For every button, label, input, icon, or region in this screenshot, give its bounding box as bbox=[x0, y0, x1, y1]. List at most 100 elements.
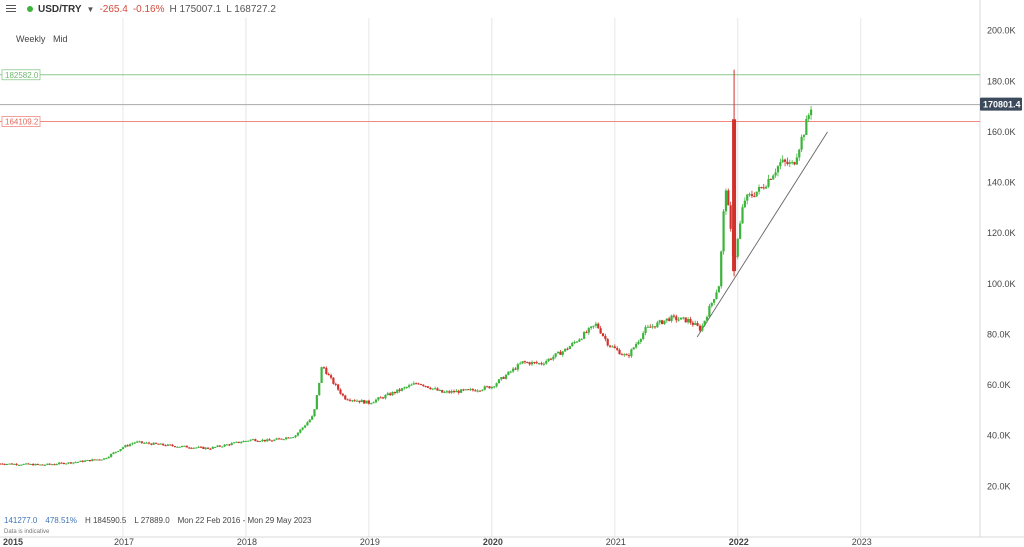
candle-up bbox=[516, 364, 519, 370]
candle-up bbox=[86, 459, 89, 461]
candle-down bbox=[173, 446, 177, 448]
candle-up bbox=[211, 446, 214, 449]
candle-up bbox=[694, 323, 697, 325]
candle-up bbox=[405, 387, 408, 389]
candle-up bbox=[713, 299, 716, 303]
disclaimer-note: Data is indicative bbox=[4, 529, 50, 535]
candle-up bbox=[802, 134, 806, 137]
candle-up bbox=[788, 162, 791, 164]
candle-up bbox=[110, 453, 113, 457]
candle-up bbox=[512, 368, 515, 372]
candle-down bbox=[334, 383, 337, 385]
candle-down bbox=[608, 345, 612, 347]
candle-down bbox=[689, 319, 692, 323]
candle-down bbox=[287, 437, 290, 439]
chevron-down-icon[interactable]: ▼ bbox=[86, 4, 95, 14]
candle-up bbox=[632, 347, 635, 350]
candle-up bbox=[493, 386, 496, 388]
chart-header: USD/TRY ▼ -265.4 -0.16% H 175007.1 L 168… bbox=[0, 0, 980, 18]
candle-down bbox=[15, 463, 18, 465]
range-info: 141277.0 478.51% H 184590.5 L 27889.0 Mo… bbox=[4, 516, 312, 525]
candle-up bbox=[670, 315, 673, 321]
candle-down bbox=[190, 447, 193, 449]
candle-up bbox=[247, 440, 250, 442]
current-price-label: 170801.4 bbox=[983, 100, 1021, 110]
candle-down bbox=[783, 159, 787, 162]
candle-down bbox=[154, 442, 158, 444]
candle-up bbox=[542, 363, 545, 365]
candle-up bbox=[720, 251, 723, 287]
candle-up bbox=[582, 332, 586, 339]
symbol-label[interactable]: USD/TRY bbox=[38, 3, 82, 15]
interval-selector[interactable]: Weekly bbox=[16, 34, 46, 44]
candle-up bbox=[13, 463, 16, 465]
candle-down bbox=[157, 443, 160, 445]
candle-up bbox=[500, 377, 503, 380]
candle-down bbox=[786, 161, 789, 164]
candle-up bbox=[365, 400, 368, 404]
candle-up bbox=[128, 444, 132, 447]
candle-down bbox=[325, 367, 328, 374]
candle-up bbox=[431, 388, 434, 390]
candle-up bbox=[20, 464, 23, 466]
candle-up bbox=[772, 175, 775, 180]
candle-up bbox=[705, 316, 709, 321]
candle-up bbox=[656, 322, 659, 328]
high-value: H 175007.1 bbox=[169, 3, 222, 15]
candle-down bbox=[3, 464, 6, 466]
x-tick-label: 2023 bbox=[852, 537, 872, 547]
candle-up bbox=[17, 464, 21, 466]
candle-up bbox=[637, 341, 640, 345]
candle-down bbox=[358, 400, 361, 403]
candle-down bbox=[762, 187, 765, 189]
candle-down bbox=[668, 318, 671, 321]
candle-up bbox=[677, 319, 680, 321]
candle-up bbox=[282, 439, 285, 441]
candle-down bbox=[625, 354, 628, 356]
candle-down bbox=[620, 354, 623, 356]
candle-up bbox=[355, 400, 359, 402]
candle-down bbox=[209, 448, 212, 450]
candle-down bbox=[381, 397, 385, 399]
candle-up bbox=[748, 194, 751, 196]
candle-up bbox=[296, 432, 300, 436]
candle-down bbox=[332, 377, 335, 384]
candle-down bbox=[140, 441, 143, 443]
menu-icon[interactable] bbox=[6, 5, 16, 13]
candle-up bbox=[266, 439, 269, 442]
candle-down bbox=[793, 162, 796, 165]
candle-down bbox=[415, 383, 418, 385]
y-tick-label: 140.0K bbox=[987, 178, 1016, 188]
candle-up bbox=[102, 458, 106, 460]
candle-down bbox=[486, 386, 489, 388]
candle-up bbox=[29, 463, 32, 465]
candle-down bbox=[169, 444, 172, 446]
candle-down bbox=[618, 349, 621, 355]
candle-up bbox=[121, 447, 125, 450]
reference-tag bbox=[1, 69, 41, 81]
candle-up bbox=[65, 463, 68, 465]
candle-up bbox=[781, 159, 784, 163]
candle-up bbox=[497, 379, 501, 384]
candle-up bbox=[240, 442, 243, 444]
candle-up bbox=[396, 389, 399, 394]
candle-down bbox=[60, 462, 63, 464]
candle-up bbox=[178, 446, 181, 448]
candle-down bbox=[597, 323, 600, 329]
range-low: L 27889.0 bbox=[134, 516, 170, 525]
candle-up bbox=[244, 440, 248, 442]
candle-down bbox=[566, 348, 569, 350]
candle-down bbox=[41, 464, 44, 466]
current-price-tag bbox=[980, 97, 1022, 111]
candle-up bbox=[800, 136, 803, 150]
candle-up bbox=[308, 419, 311, 423]
price-type-selector[interactable]: Mid bbox=[53, 34, 68, 44]
candle-down bbox=[417, 383, 420, 385]
candle-up bbox=[687, 319, 690, 323]
candle-up bbox=[84, 460, 87, 462]
candle-up bbox=[556, 351, 560, 354]
candle-up bbox=[455, 390, 458, 393]
candle-down bbox=[322, 367, 326, 369]
candle-up bbox=[138, 441, 141, 443]
